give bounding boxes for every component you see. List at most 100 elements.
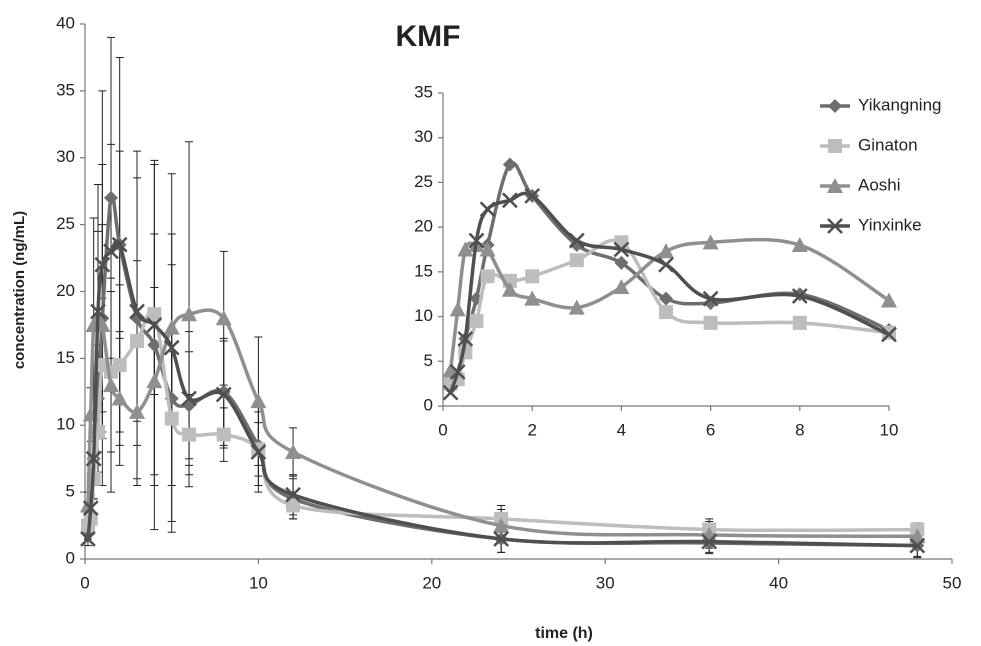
marker bbox=[182, 427, 197, 442]
marker bbox=[94, 256, 111, 273]
marker bbox=[130, 333, 145, 348]
marker bbox=[614, 255, 629, 270]
marker bbox=[250, 444, 267, 460]
marker bbox=[80, 531, 96, 547]
marker bbox=[129, 403, 146, 419]
marker bbox=[493, 517, 510, 533]
marker bbox=[215, 310, 232, 326]
marker bbox=[181, 390, 197, 407]
y-tick-label: 40 bbox=[56, 13, 75, 32]
marker bbox=[501, 281, 518, 297]
y-tick-label: 20 bbox=[414, 217, 433, 236]
marker bbox=[90, 303, 106, 320]
legend-label: Yinxinke bbox=[858, 215, 922, 234]
x-tick-label: 10 bbox=[249, 573, 268, 592]
marker bbox=[449, 301, 466, 317]
x-tick-label: 4 bbox=[617, 420, 626, 439]
marker bbox=[568, 232, 585, 249]
marker bbox=[146, 317, 163, 333]
marker bbox=[480, 269, 495, 284]
marker bbox=[702, 290, 719, 307]
marker bbox=[659, 291, 673, 306]
y-tick-label: 15 bbox=[414, 261, 433, 280]
marker bbox=[82, 500, 99, 517]
marker bbox=[457, 241, 474, 257]
marker bbox=[103, 377, 120, 393]
y-tick-label: 30 bbox=[414, 127, 433, 146]
marker bbox=[469, 314, 484, 329]
marker bbox=[909, 537, 926, 554]
marker bbox=[881, 292, 897, 308]
marker bbox=[791, 288, 808, 304]
marker bbox=[525, 269, 540, 284]
marker bbox=[703, 315, 718, 330]
marker bbox=[502, 192, 518, 209]
marker bbox=[129, 303, 145, 320]
marker bbox=[103, 243, 119, 260]
y-tick-label: 25 bbox=[56, 214, 75, 233]
marker bbox=[479, 241, 496, 257]
series-line bbox=[86, 309, 918, 533]
y-tick-label: 20 bbox=[56, 281, 75, 300]
legend-label: Ginaton bbox=[858, 135, 918, 154]
marker bbox=[215, 386, 232, 403]
marker bbox=[827, 178, 843, 193]
y-tick-label: 30 bbox=[56, 147, 75, 166]
marker bbox=[181, 306, 198, 322]
marker bbox=[659, 305, 673, 320]
marker bbox=[147, 338, 162, 352]
marker bbox=[163, 319, 180, 335]
series-line bbox=[86, 193, 918, 548]
marker bbox=[111, 390, 128, 406]
y-tick-label: 25 bbox=[414, 172, 433, 191]
y-tick-label: 10 bbox=[56, 415, 75, 434]
marker bbox=[502, 157, 517, 172]
marker bbox=[792, 315, 807, 330]
marker bbox=[285, 444, 302, 459]
chart-title: KMF bbox=[396, 20, 461, 53]
marker bbox=[568, 299, 585, 315]
marker bbox=[909, 528, 926, 544]
marker bbox=[828, 99, 842, 113]
marker bbox=[112, 358, 127, 373]
x-tick-label: 8 bbox=[795, 420, 804, 439]
legend-label: Aoshi bbox=[858, 175, 901, 194]
x-tick-label: 0 bbox=[80, 573, 89, 592]
marker bbox=[216, 427, 231, 442]
x-axis-label: time (h) bbox=[535, 625, 593, 642]
x-tick-label: 30 bbox=[596, 573, 615, 592]
marker bbox=[827, 218, 843, 234]
x-tick-label: 10 bbox=[880, 420, 899, 439]
y-tick-label: 10 bbox=[414, 306, 433, 325]
x-tick-label: 2 bbox=[527, 420, 536, 439]
marker bbox=[250, 393, 267, 409]
marker bbox=[111, 236, 128, 253]
marker bbox=[442, 384, 459, 401]
x-tick-label: 20 bbox=[422, 573, 441, 592]
y-tick-label: 0 bbox=[424, 395, 433, 414]
marker bbox=[828, 139, 842, 153]
marker bbox=[146, 373, 163, 389]
marker bbox=[524, 290, 541, 306]
series-line bbox=[86, 308, 918, 539]
marker bbox=[85, 450, 102, 467]
y-tick-label: 35 bbox=[56, 80, 75, 99]
x-tick-label: 50 bbox=[943, 573, 962, 592]
y-axis-label: concentration (ng/mL) bbox=[11, 211, 28, 369]
marker bbox=[881, 326, 897, 343]
marker bbox=[613, 279, 630, 295]
marker bbox=[524, 187, 541, 204]
x-tick-label: 40 bbox=[769, 573, 788, 592]
marker bbox=[457, 331, 474, 347]
marker bbox=[658, 256, 674, 273]
x-tick-label: 6 bbox=[706, 420, 715, 439]
marker bbox=[658, 243, 674, 259]
y-tick-label: 5 bbox=[424, 351, 433, 370]
marker bbox=[449, 364, 466, 380]
marker bbox=[569, 253, 584, 268]
legend-label: Yikangning bbox=[858, 95, 942, 114]
y-tick-label: 5 bbox=[66, 482, 75, 501]
marker bbox=[164, 411, 179, 426]
marker bbox=[613, 241, 630, 258]
marker bbox=[493, 531, 510, 547]
